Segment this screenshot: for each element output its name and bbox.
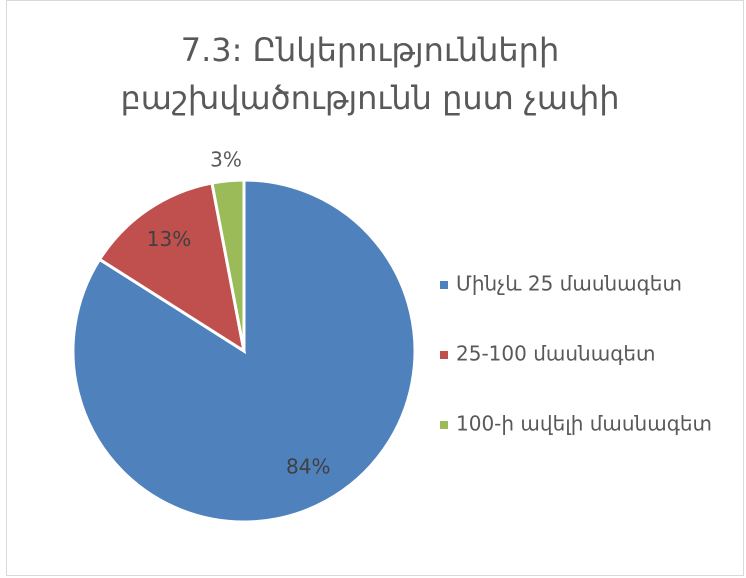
legend-label: 100-ի ավելի մասնագետ: [456, 412, 712, 436]
chart-title: 7.3: Ընկերությունների բաշխվածությունն ըս…: [120, 31, 620, 117]
chart-border: [6, 0, 744, 576]
legend-label: Մինչև 25 մասնագետ: [456, 272, 682, 296]
data-label: 84%: [286, 454, 330, 478]
pie-slice: [97, 181, 247, 355]
legend-label: 25-100 մասնագետ: [456, 342, 656, 366]
data-label: 13%: [147, 227, 191, 251]
legend-marker: [440, 281, 448, 289]
pie-slice: [71, 178, 417, 524]
legend-marker: [440, 351, 448, 359]
pie-slice: [210, 178, 246, 352]
legend-marker: [440, 421, 448, 429]
data-label: 3%: [210, 147, 242, 171]
